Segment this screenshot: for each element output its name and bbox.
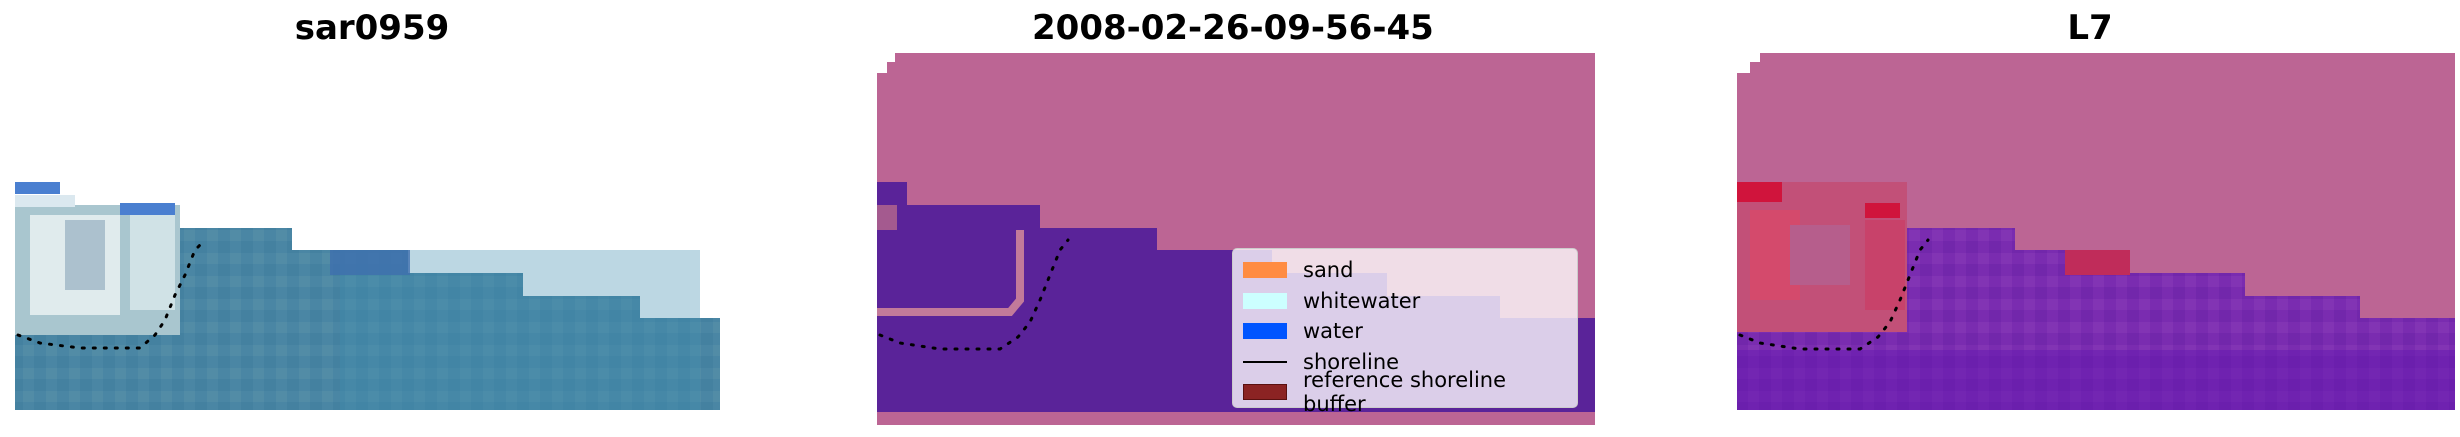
legend-label-sand: sand [1303,258,1354,283]
legend-item-whitewater: whitewater [1243,286,1567,317]
rgb-surf-patch [130,215,175,310]
legend: sand whitewater water shoreline referenc… [1232,248,1578,416]
index-shoreline [1738,238,1930,351]
legend-label-shoreline: shoreline [1303,349,1400,374]
rgb-surf-core [65,220,105,290]
legend-label-whitewater: whitewater [1303,288,1421,313]
legend-label-water: water [1303,319,1363,344]
index-land-bright [1865,203,1900,218]
legend-item-buffer: reference shoreline buffer [1243,368,1567,416]
legend-item-water: water [1243,316,1567,347]
index-land-mid [1865,220,1905,310]
rgb-shoreline [16,238,207,350]
rgb-blue-patch [15,182,60,194]
index-deep-band [1737,350,2455,410]
buffer-swatch [1243,384,1287,401]
whitewater-swatch [1243,292,1287,309]
classified-surf-edge [877,230,1024,316]
sand-swatch [1243,262,1287,279]
panel-title-classification: 2008-02-26-09-56-45 [1032,8,1434,48]
rgb-blue-patch [120,203,175,215]
classified-water-inner [877,182,907,205]
water-swatch [1243,323,1287,340]
rgb-deep-patch [330,250,410,275]
rgb-light-patch [15,195,75,207]
legend-label-buffer: reference shoreline buffer [1303,368,1507,417]
rgb-image-panel [15,182,720,410]
classified-edge-patch [877,205,897,230]
panel-title-rgb: sar0959 [294,8,450,48]
index-land-patch [2065,250,2130,275]
index-panel [1737,53,2455,410]
legend-item-shoreline: shoreline [1243,347,1567,378]
rgb-water-tint [340,250,700,410]
index-land-core [1790,225,1850,285]
legend-item-sand: sand [1243,255,1567,286]
index-land-bright [1737,182,1782,202]
classified-shoreline [878,238,1070,351]
panel-title-index: L7 [2067,8,2113,48]
shoreline-line-icon [1243,360,1287,363]
